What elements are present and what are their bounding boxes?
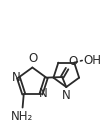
- Text: N: N: [62, 89, 71, 102]
- Text: N: N: [39, 87, 48, 100]
- Text: NH₂: NH₂: [11, 110, 33, 123]
- Text: O: O: [68, 55, 78, 68]
- Text: N: N: [11, 71, 20, 84]
- Text: O: O: [28, 52, 38, 65]
- Text: OH: OH: [83, 54, 101, 67]
